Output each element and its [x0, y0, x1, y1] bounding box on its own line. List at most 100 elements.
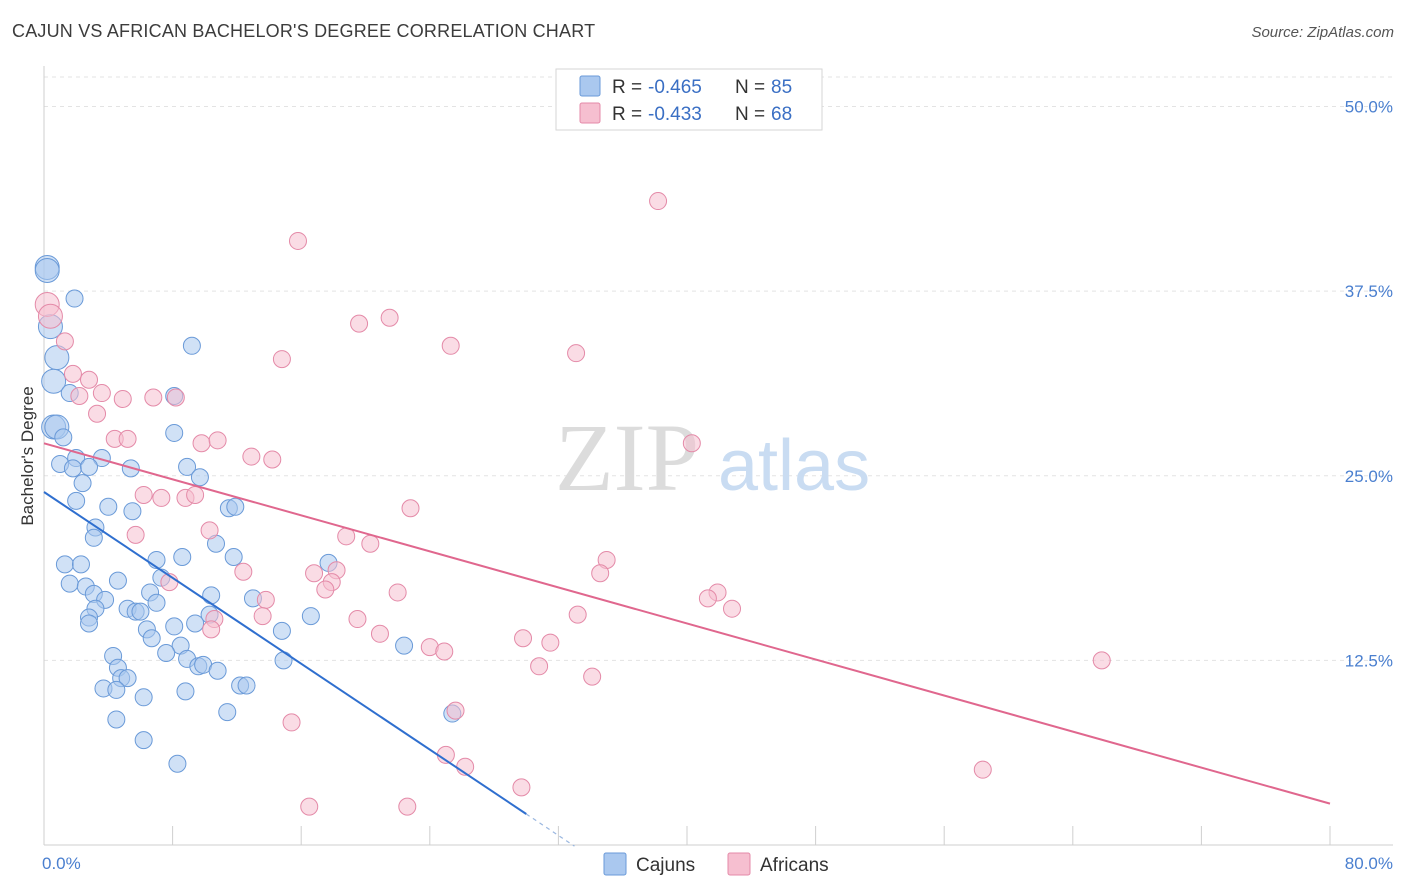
african-point [541, 633, 560, 652]
cajun-point [168, 754, 187, 773]
cajun-point [60, 574, 79, 593]
cajun-point [99, 497, 118, 516]
african-point [113, 389, 132, 408]
african-point [435, 642, 454, 661]
african-point [37, 303, 63, 329]
cajun-point [190, 468, 209, 487]
bottom-legend: Cajuns Africans [603, 852, 829, 876]
african-trend-line [43, 442, 1331, 805]
cajun-point [80, 457, 99, 476]
legend-n-value-cajuns: 85 [771, 77, 792, 98]
african-point [88, 404, 107, 423]
cajun-point [107, 710, 126, 729]
african-point [282, 713, 301, 732]
african-point [55, 332, 74, 351]
bottom-legend-africans: Africans [760, 855, 829, 876]
african-point [126, 525, 145, 544]
cajun-point [123, 502, 142, 521]
cajun-trend-line [43, 491, 527, 815]
legend-n-label-africans: N = [735, 104, 765, 125]
cajun-point [55, 555, 74, 574]
cajun-point [134, 731, 153, 750]
cajun-point [182, 336, 201, 355]
x-tick-label-min: 0.0% [42, 854, 81, 873]
africans-points [34, 192, 1111, 816]
legend-swatch-africans [579, 102, 601, 124]
legend-r-value-africans: -0.433 [648, 104, 702, 125]
african-point [568, 605, 587, 624]
cajun-point [54, 428, 73, 447]
african-point [1092, 651, 1111, 670]
cajun-point [218, 703, 237, 722]
cajun-point [73, 474, 92, 493]
cajun-point [134, 688, 153, 707]
cajun-point [147, 550, 166, 569]
african-point [208, 431, 227, 450]
african-point [256, 590, 275, 609]
african-point [370, 624, 389, 643]
cajun-point [173, 548, 192, 566]
african-point [361, 534, 380, 553]
legend-n-value-africans: 68 [771, 104, 792, 125]
african-point [263, 450, 282, 469]
legend-swatch-cajuns [579, 75, 601, 97]
cajun-point [80, 614, 99, 633]
african-point [144, 388, 163, 407]
cajun-point [147, 593, 166, 612]
african-point [192, 434, 211, 453]
x-tick-label-max: 80.0% [1345, 854, 1393, 873]
cajun-point [157, 644, 176, 662]
y-axis-label: Bachelor's Degree [18, 386, 37, 525]
cajun-point [178, 457, 197, 476]
african-point [316, 580, 335, 599]
cajun-point [165, 423, 184, 442]
african-point [446, 701, 465, 720]
legend-r-value-cajuns: -0.465 [648, 77, 702, 98]
cajun-point [186, 614, 205, 633]
african-point [202, 620, 221, 639]
african-point [80, 370, 99, 389]
african-point [134, 485, 153, 504]
african-point [200, 521, 219, 540]
legend-r-label-cajuns: R = [612, 77, 642, 98]
cajun-point [208, 661, 227, 680]
y-tick-label: 37.5% [1345, 282, 1393, 301]
african-point [698, 589, 717, 608]
cajun-point [41, 368, 67, 394]
african-point [253, 607, 272, 626]
y-tick-label: 50.0% [1345, 98, 1393, 117]
cajun-point [131, 602, 150, 621]
african-point [649, 192, 668, 211]
cajun-point [63, 459, 82, 478]
african-point [591, 564, 610, 583]
african-point [242, 447, 261, 466]
legend-n-label-cajuns: N = [735, 77, 765, 98]
watermark: ZIP atlas [555, 404, 870, 511]
african-point [70, 387, 89, 406]
african-point [398, 797, 417, 816]
cajun-point [118, 669, 137, 688]
african-point [92, 384, 111, 403]
watermark-atlas: atlas [718, 426, 870, 506]
bottom-legend-swatch-cajuns [603, 852, 627, 876]
x-tick-labels: 0.0% 80.0% [42, 854, 1393, 873]
african-point [186, 485, 205, 504]
trend-lines [43, 442, 1331, 847]
cajuns-points [34, 255, 462, 773]
cajun-point [272, 621, 291, 640]
legend-box: R = -0.465 N = 85 R = -0.433 N = 68 [555, 68, 823, 131]
african-point [388, 583, 407, 602]
african-point [234, 562, 253, 581]
cajun-point [301, 607, 320, 626]
y-tick-labels: 12.5% 25.0% 37.5% 50.0% [1345, 98, 1393, 671]
cajun-point [395, 636, 414, 655]
chart-title: CAJUN VS AFRICAN BACHELOR'S DEGREE CORRE… [12, 21, 596, 41]
cajun-point [142, 629, 161, 648]
african-point [348, 610, 367, 629]
african-point [583, 667, 602, 686]
african-point [530, 657, 549, 676]
african-point [63, 364, 82, 383]
african-point [272, 350, 291, 369]
cajun-point [67, 491, 86, 510]
